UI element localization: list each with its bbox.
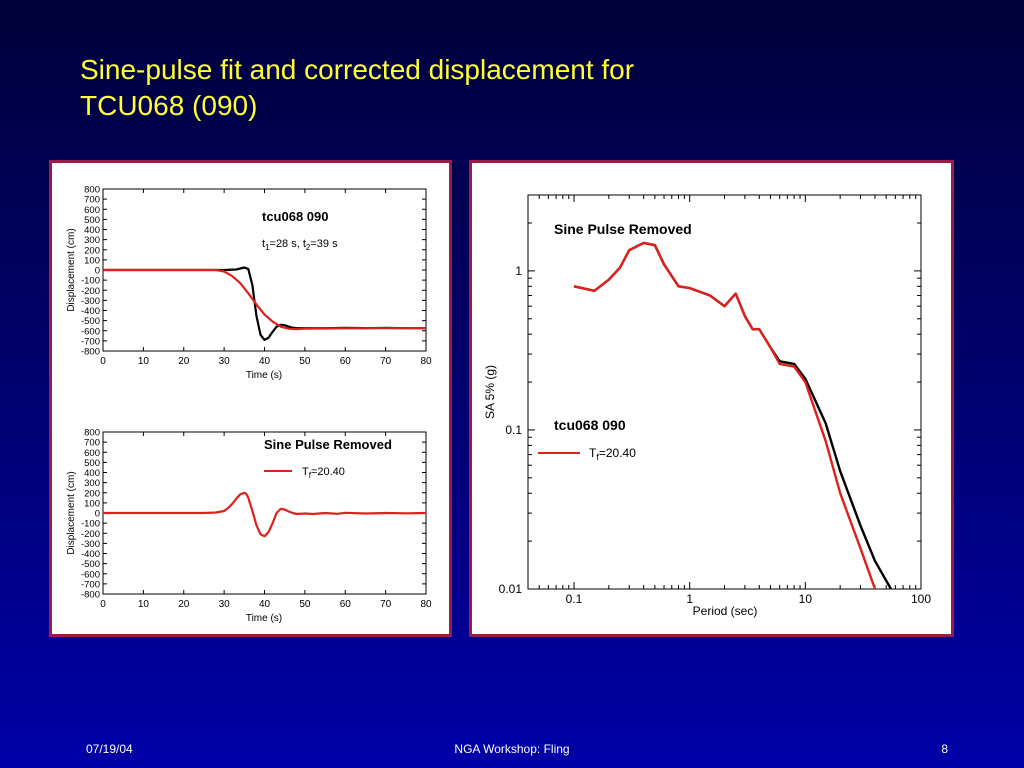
bottom-y-tick-label: 100 — [84, 498, 100, 509]
bottom-y-tick-label: -700 — [81, 579, 100, 590]
top-y-tick-label: -200 — [81, 286, 100, 297]
top-x-tick-label: 40 — [259, 356, 271, 367]
top-y-tick-label: -700 — [81, 336, 100, 347]
bottom-x-tick-label: 80 — [420, 599, 432, 610]
top-x-tick-label: 50 — [299, 356, 311, 367]
bottom-x-tick-label: 70 — [380, 599, 392, 610]
top-y-tick-label: -500 — [81, 316, 100, 327]
top-series-1 — [103, 268, 426, 331]
top-y-tick-label: -800 — [81, 347, 100, 358]
bottom-y-tick-label: 200 — [84, 488, 100, 499]
slide-title: Sine-pulse fit and corrected displacemen… — [80, 52, 840, 124]
top-chart-title: tcu068 090 — [262, 209, 329, 224]
top-x-tick-label: 30 — [219, 356, 231, 367]
bottom-chart-title: Sine Pulse Removed — [264, 437, 392, 452]
bottom-x-tick-label: 30 — [219, 599, 231, 610]
top-x-tick-label: 20 — [178, 356, 190, 367]
bottom-x-tick-label: 20 — [178, 599, 190, 610]
sa-station-label: tcu068 090 — [554, 417, 626, 433]
sa-x-tick-label: 0.1 — [566, 592, 583, 606]
right-figure-panel: 1 0.1 0.01 0.1 1 10 100 Sine Pulse Removed tc… — [469, 160, 954, 637]
bottom-y-tick-label: 600 — [84, 448, 100, 459]
bottom-x-tick-label: 0 — [100, 599, 106, 610]
sa-x-tick-label: 10 — [799, 592, 813, 606]
bottom-y-tick-label: 0 — [95, 509, 100, 520]
top-y-tick-label: -100 — [81, 276, 100, 287]
top-x-axis-label: Time (s) — [246, 370, 282, 381]
top-y-tick-label: 100 — [84, 255, 100, 266]
top-x-tick-label: 60 — [340, 356, 352, 367]
top-y-tick-label: 0 — [95, 266, 100, 277]
top-y-axis-label: Displacement (cm) — [66, 228, 77, 311]
bottom-legend-label: Tf=20.40 — [302, 466, 345, 480]
top-y-tick-label: 600 — [84, 205, 100, 216]
bottom-y-tick-label: -600 — [81, 569, 100, 580]
top-chart-annotation: t1=28 s, t2=39 s — [262, 238, 338, 252]
top-x-tick-label: 10 — [138, 356, 150, 367]
footer-date: 07/19/04 — [86, 742, 133, 756]
sa-x-tick-label: 1 — [686, 592, 693, 606]
top-displacement-chart: 8007006005004003002001000-100-200-300-40… — [66, 185, 432, 382]
bottom-y-tick-label: 800 — [84, 428, 100, 439]
top-x-tick-label: 0 — [100, 356, 106, 367]
bottom-y-tick-label: -100 — [81, 519, 100, 530]
top-x-tick-label: 70 — [380, 356, 392, 367]
top-y-tick-label: 400 — [84, 225, 100, 236]
top-y-tick-label: 500 — [84, 215, 100, 226]
bottom-y-tick-label: -300 — [81, 539, 100, 550]
left-figure-panel: 800 700 600 500 400 300 200 100 0 -100 -200 -300 -40… — [49, 160, 452, 637]
bottom-y-tick-label: -200 — [81, 529, 100, 540]
sa-y-tick-label: 0.1 — [505, 423, 522, 437]
top-y-tick-label: 200 — [84, 245, 100, 256]
bottom-y-tick-label: 700 — [84, 438, 100, 449]
sa-series-1 — [573, 241, 877, 590]
sa-y-axis-label: SA 5% (g) — [483, 365, 497, 419]
bottom-y-tick-label: 400 — [84, 468, 100, 479]
bottom-y-axis-label: Displacement (cm) — [66, 471, 77, 554]
top-x-tick-label: 80 — [420, 356, 432, 367]
slide-title-line2: TCU068 (090) — [80, 90, 258, 121]
bottom-x-tick-label: 40 — [259, 599, 271, 610]
top-y-tick-label: -400 — [81, 306, 100, 317]
bottom-displacement-chart: 8007006005004003002001000-100-200-300-40… — [66, 428, 432, 625]
top-y-tick-label: -300 — [81, 296, 100, 307]
spectral-acceleration-chart: 1 0.1 0.01 0.1 1 10 100 Sine Pulse Removed tc… — [483, 194, 931, 618]
sa-legend-label: Tf=20.40 — [589, 446, 636, 462]
bottom-y-tick-label: -500 — [81, 559, 100, 570]
top-y-tick-label: 700 — [84, 195, 100, 206]
bottom-x-tick-label: 50 — [299, 599, 311, 610]
footer-presentation-title: NGA Workshop: Fling — [454, 742, 570, 756]
slide-title-line1: Sine-pulse fit and corrected displacemen… — [80, 54, 635, 85]
bottom-y-tick-label: 300 — [84, 478, 100, 489]
bottom-y-tick-label: 500 — [84, 458, 100, 469]
footer-page-number: 8 — [941, 742, 948, 756]
bottom-x-axis-label: Time (s) — [246, 613, 282, 624]
displacement-charts: 8007006005004003002001000-100-200-300-40… — [66, 185, 432, 625]
bottom-series-0 — [103, 491, 427, 538]
bottom-x-tick-label: 60 — [340, 599, 352, 610]
sa-x-axis-label: Period (sec) — [693, 604, 758, 618]
top-y-tick-label: -600 — [81, 326, 100, 337]
top-y-tick-label: 800 — [84, 185, 100, 196]
top-y-tick-label: 300 — [84, 235, 100, 246]
sa-y-tick-label: 0.01 — [499, 582, 523, 596]
bottom-y-tick-label: -400 — [81, 549, 100, 560]
bottom-y-tick-label: -800 — [81, 590, 100, 601]
sa-y-tick-label: 1 — [515, 264, 522, 278]
sa-x-tick-label: 100 — [911, 592, 931, 606]
sa-series-0 — [573, 241, 893, 590]
bottom-x-tick-label: 10 — [138, 599, 150, 610]
sa-chart-title: Sine Pulse Removed — [554, 221, 692, 237]
